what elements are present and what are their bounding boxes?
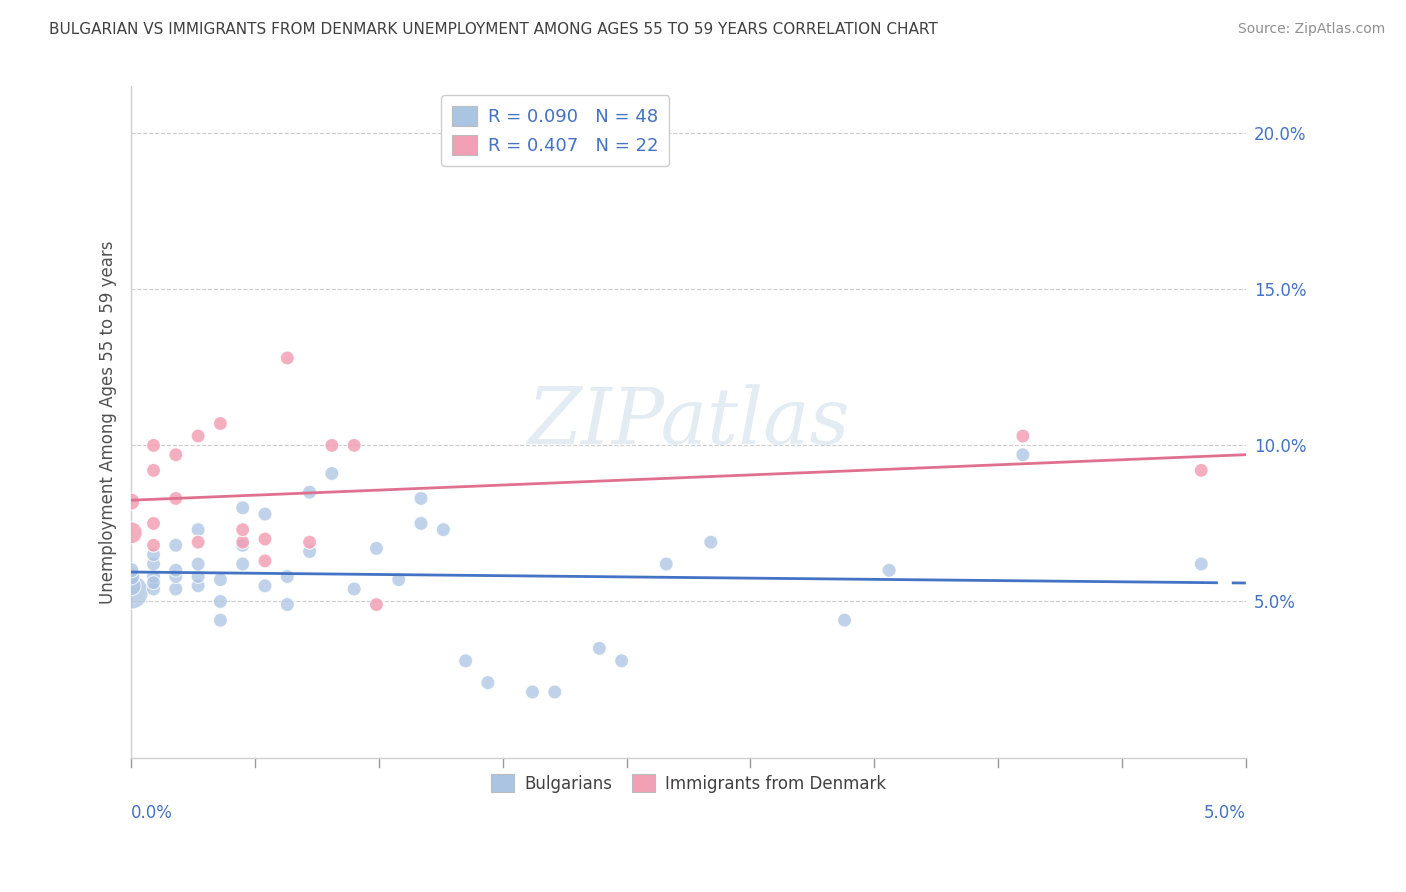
Point bbox=[1012, 429, 1035, 443]
Point bbox=[321, 467, 343, 481]
Point bbox=[232, 500, 254, 515]
Point bbox=[187, 569, 209, 583]
Point bbox=[120, 585, 142, 599]
Point bbox=[142, 516, 165, 531]
Point bbox=[232, 535, 254, 549]
Point bbox=[276, 351, 298, 365]
Point bbox=[120, 494, 142, 508]
Point bbox=[700, 535, 723, 549]
Point bbox=[276, 598, 298, 612]
Point bbox=[298, 485, 321, 500]
Point bbox=[120, 563, 142, 577]
Point bbox=[165, 491, 187, 506]
Point bbox=[1189, 463, 1212, 477]
Point bbox=[187, 535, 209, 549]
Point bbox=[253, 507, 276, 521]
Text: BULGARIAN VS IMMIGRANTS FROM DENMARK UNEMPLOYMENT AMONG AGES 55 TO 59 YEARS CORR: BULGARIAN VS IMMIGRANTS FROM DENMARK UNE… bbox=[49, 22, 938, 37]
Text: Source: ZipAtlas.com: Source: ZipAtlas.com bbox=[1237, 22, 1385, 37]
Y-axis label: Unemployment Among Ages 55 to 59 years: Unemployment Among Ages 55 to 59 years bbox=[100, 240, 117, 604]
Point bbox=[120, 525, 142, 540]
Text: ZIPatlas: ZIPatlas bbox=[527, 384, 849, 460]
Point bbox=[232, 557, 254, 571]
Point bbox=[232, 538, 254, 552]
Point bbox=[142, 438, 165, 452]
Point bbox=[165, 563, 187, 577]
Point bbox=[1189, 557, 1212, 571]
Point bbox=[298, 535, 321, 549]
Point bbox=[165, 448, 187, 462]
Point bbox=[232, 523, 254, 537]
Point bbox=[610, 654, 633, 668]
Point bbox=[343, 582, 366, 596]
Point bbox=[321, 438, 343, 452]
Point bbox=[432, 523, 454, 537]
Point bbox=[655, 557, 678, 571]
Point bbox=[187, 579, 209, 593]
Point bbox=[298, 544, 321, 558]
Text: 5.0%: 5.0% bbox=[1204, 805, 1246, 822]
Point bbox=[388, 573, 411, 587]
Point bbox=[409, 491, 432, 506]
Point bbox=[588, 641, 610, 656]
Point bbox=[165, 538, 187, 552]
Point bbox=[209, 594, 232, 608]
Point bbox=[142, 575, 165, 590]
Point bbox=[142, 569, 165, 583]
Legend: Bulgarians, Immigrants from Denmark: Bulgarians, Immigrants from Denmark bbox=[484, 768, 893, 799]
Point bbox=[522, 685, 544, 699]
Point bbox=[142, 582, 165, 596]
Point bbox=[454, 654, 477, 668]
Point bbox=[209, 573, 232, 587]
Point bbox=[477, 675, 499, 690]
Point bbox=[187, 557, 209, 571]
Point bbox=[187, 523, 209, 537]
Point bbox=[253, 532, 276, 546]
Text: 0.0%: 0.0% bbox=[131, 805, 173, 822]
Point bbox=[120, 569, 142, 583]
Point bbox=[165, 569, 187, 583]
Point bbox=[253, 554, 276, 568]
Point bbox=[187, 429, 209, 443]
Point bbox=[276, 569, 298, 583]
Point bbox=[343, 438, 366, 452]
Point bbox=[142, 538, 165, 552]
Point bbox=[1012, 448, 1035, 462]
Point bbox=[142, 463, 165, 477]
Point bbox=[142, 548, 165, 562]
Point bbox=[165, 582, 187, 596]
Point bbox=[366, 541, 388, 556]
Point bbox=[877, 563, 900, 577]
Point bbox=[120, 579, 142, 593]
Point bbox=[142, 557, 165, 571]
Point bbox=[366, 598, 388, 612]
Point bbox=[834, 613, 856, 627]
Point bbox=[209, 417, 232, 431]
Point bbox=[544, 685, 567, 699]
Point bbox=[209, 613, 232, 627]
Point bbox=[253, 579, 276, 593]
Point bbox=[409, 516, 432, 531]
